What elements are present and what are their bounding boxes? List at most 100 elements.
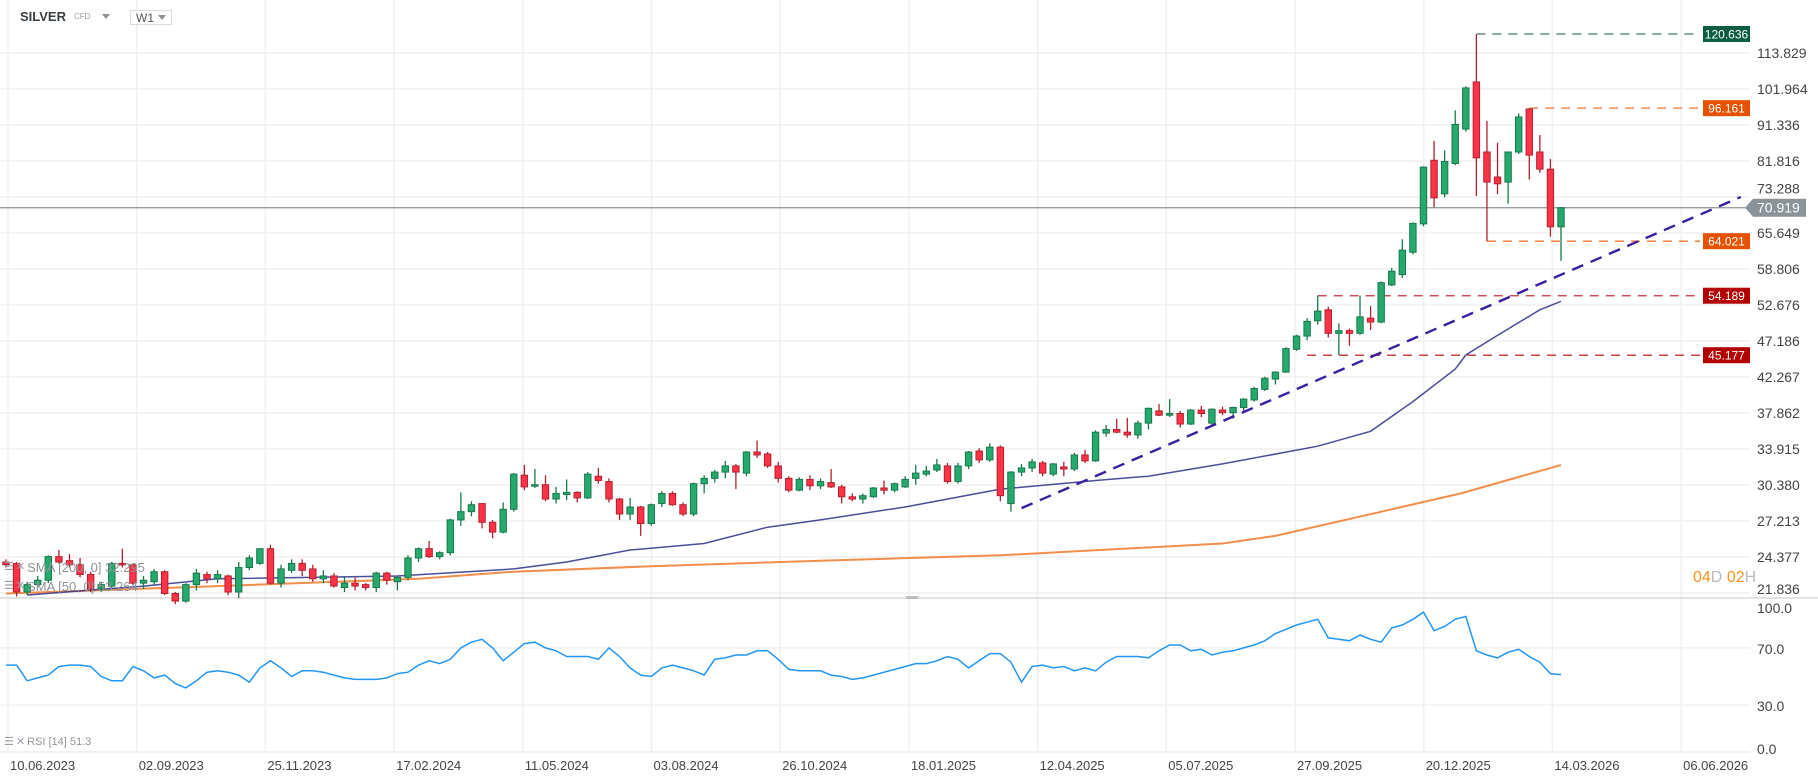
sma200-legend[interactable]: ☰ ✕ SMA [200, 0] 32.295	[4, 560, 145, 575]
sma50-legend[interactable]: ☰ ✕ SMA [50, 0] 53.264	[4, 579, 138, 594]
candle-down	[488, 521, 497, 533]
settings-icon[interactable]: ☰	[4, 736, 14, 748]
candle-up	[859, 495, 867, 500]
date-tick-label: 20.12.2025	[1426, 758, 1491, 773]
price-tick-label: 42.267	[1757, 369, 1800, 385]
candle-down	[361, 584, 370, 589]
candle-up	[1102, 428, 1110, 434]
rsi-legend[interactable]: ☰ ✕ RSI [14] 51.3	[4, 735, 91, 750]
date-tick-label: 05.07.2025	[1168, 758, 1233, 773]
rsi-tick-label: 100.0	[1757, 600, 1792, 616]
close-icon[interactable]: ✕	[15, 736, 25, 748]
trendline[interactable]	[1021, 195, 1742, 510]
price-tick-label: 73.288	[1757, 181, 1800, 197]
horizontal-levels[interactable]: 120.636 96.161 64.021 54.189 45.177	[0, 26, 1750, 364]
candle-down	[12, 562, 21, 593]
candle-down	[1472, 81, 1481, 159]
timeframe-select[interactable]: W1	[130, 10, 172, 25]
chevron-down-icon[interactable]	[102, 14, 111, 19]
candle-up	[467, 504, 476, 513]
candle-down	[1324, 309, 1332, 334]
axes: 113.829 101.964 91.336 81.816 73.288 65.649 58…	[10, 45, 1808, 773]
candle-up	[531, 484, 539, 487]
level-label: 120.636	[1705, 28, 1749, 42]
price-tick-label: 65.649	[1757, 225, 1800, 241]
trendline-dashed[interactable]	[1021, 195, 1742, 510]
candle-up	[1250, 388, 1258, 401]
countdown-days: 04	[1693, 569, 1711, 586]
candle-up	[795, 478, 804, 491]
candle-up	[182, 584, 190, 602]
level-label-box[interactable]	[1703, 287, 1750, 304]
instrument-type: CFD	[74, 12, 91, 21]
candle-up	[689, 483, 698, 515]
candle-up	[1239, 398, 1248, 408]
candle-up	[658, 492, 666, 505]
candle-down	[615, 498, 624, 515]
candle-down	[171, 592, 179, 602]
candle-down	[541, 484, 550, 500]
candle-up	[647, 504, 655, 525]
candle-down	[605, 481, 613, 500]
candle-down	[425, 548, 433, 558]
candle-down	[76, 564, 84, 576]
level-label-box[interactable]	[1703, 26, 1750, 43]
pane-resize-handle[interactable]	[906, 596, 918, 599]
candle-up	[1208, 408, 1216, 424]
candle-up	[1451, 123, 1459, 164]
candle-up	[1557, 207, 1565, 228]
candle-down	[880, 487, 888, 491]
close-icon[interactable]: ✕	[15, 580, 25, 592]
candle-down	[753, 451, 761, 456]
candle-down	[1081, 454, 1089, 462]
candle-up	[340, 582, 349, 589]
level-label-box[interactable]	[1703, 100, 1750, 117]
candle-down	[763, 453, 772, 467]
date-tick-label: 03.08.2024	[654, 758, 719, 773]
candle-down	[1123, 431, 1131, 436]
sma200-label: SMA [200, 0] 32.295	[27, 560, 145, 575]
candle-up	[436, 552, 444, 558]
symbol-selector[interactable]: SILVER CFD	[20, 9, 111, 24]
date-tick-label: 27.09.2025	[1297, 758, 1362, 773]
price-tick-label: 81.816	[1757, 153, 1800, 169]
candle-up	[213, 574, 222, 580]
level-label: 54.189	[1708, 289, 1745, 303]
price-tick-label: 91.336	[1757, 117, 1800, 133]
price-tick-label: 27.213	[1757, 513, 1800, 529]
candle-down	[203, 574, 211, 580]
candle-up	[23, 584, 31, 593]
close-icon[interactable]: ✕	[15, 561, 25, 573]
candle-down	[1060, 466, 1068, 470]
candle-down	[298, 562, 306, 571]
candle-down	[1155, 410, 1163, 416]
settings-icon[interactable]: ☰	[4, 580, 14, 592]
candle-up	[457, 511, 465, 521]
price-tick-label: 58.806	[1757, 261, 1800, 277]
countdown-hours: 02	[1726, 569, 1745, 586]
candle-up	[1282, 348, 1290, 373]
candle-down	[1038, 462, 1047, 474]
level-label: 64.021	[1708, 235, 1745, 249]
countdown-hours-unit: H	[1744, 569, 1757, 586]
candle-up	[584, 473, 592, 499]
candle-up	[964, 451, 973, 467]
candle-up	[34, 579, 42, 586]
candle-up	[97, 584, 105, 590]
level-label-box[interactable]	[1703, 233, 1750, 250]
current-price-label: 70.919	[1757, 200, 1800, 216]
candle-down	[224, 575, 232, 593]
settings-icon[interactable]: ☰	[4, 561, 14, 573]
candle-up	[1028, 461, 1036, 469]
candle-up	[108, 562, 116, 587]
candle-down	[266, 548, 275, 584]
candle-down	[86, 574, 95, 590]
candle-up	[404, 557, 412, 578]
rsi-tick-label: 0.0	[1757, 741, 1777, 757]
rsi-pane	[6, 611, 1562, 689]
level-label-box[interactable]	[1703, 347, 1750, 364]
candle-up	[1144, 407, 1153, 424]
candle-up	[499, 508, 507, 533]
candle-down	[1493, 176, 1502, 185]
